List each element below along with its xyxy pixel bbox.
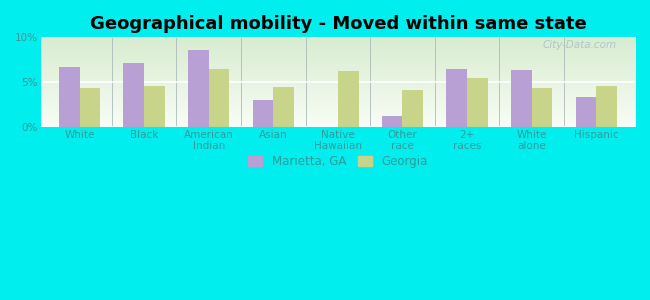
Bar xyxy=(144,86,165,127)
Bar xyxy=(338,71,359,127)
Bar xyxy=(532,88,552,127)
Bar xyxy=(511,70,532,127)
Bar xyxy=(596,86,617,127)
Bar xyxy=(124,63,144,127)
Title: Geographical mobility - Moved within same state: Geographical mobility - Moved within sam… xyxy=(90,15,586,33)
Bar xyxy=(209,69,229,127)
Bar xyxy=(467,78,488,127)
Bar xyxy=(188,50,209,127)
Bar xyxy=(402,90,423,127)
Bar xyxy=(59,67,79,127)
Text: City-Data.com: City-Data.com xyxy=(543,40,617,50)
Bar xyxy=(273,87,294,127)
Bar xyxy=(576,98,596,127)
Bar xyxy=(382,116,402,127)
Bar xyxy=(79,88,100,127)
Legend: Marietta, GA, Georgia: Marietta, GA, Georgia xyxy=(243,151,432,173)
Bar xyxy=(253,100,273,127)
Bar xyxy=(447,69,467,127)
